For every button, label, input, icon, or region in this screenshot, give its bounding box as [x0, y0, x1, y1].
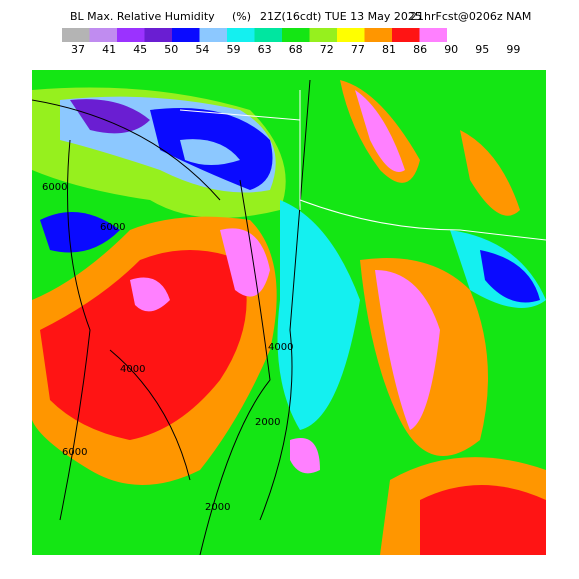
- legend-swatch: [144, 28, 172, 42]
- legend-swatch: [254, 28, 282, 42]
- legend-swatch: [419, 28, 447, 42]
- legend-swatch: [364, 28, 392, 42]
- legend-label: 99: [506, 43, 520, 56]
- contour-label: 6000: [42, 182, 67, 193]
- map: 6000 6000 4000 4000 2000 2000 6000: [32, 70, 546, 555]
- legend-label: 41: [102, 43, 116, 56]
- valid-time: 21Z(16cdt) TUE 13 May 2025: [260, 10, 422, 23]
- legend-label: 95: [475, 43, 489, 56]
- legend-label: 59: [227, 43, 241, 56]
- forecast: 21hrFcst@0206z NAM: [410, 10, 531, 23]
- legend-swatch: [309, 28, 337, 42]
- legend-label: 37: [71, 43, 85, 56]
- legend-swatch: [337, 28, 365, 42]
- contour-label: 4000: [268, 342, 293, 353]
- contour-label: 2000: [255, 417, 280, 428]
- legend-label: 72: [320, 43, 334, 56]
- units: (%): [232, 10, 251, 23]
- legend-label: 86: [413, 43, 427, 56]
- legend-label: 45: [133, 43, 147, 56]
- legend-swatch: [117, 28, 145, 42]
- contour-label: 2000: [205, 502, 230, 513]
- legend-swatch: [172, 28, 200, 42]
- legend-label: 68: [289, 43, 303, 56]
- legend-swatch: [227, 28, 255, 42]
- legend-label: 90: [444, 43, 458, 56]
- legend-swatch: [392, 28, 420, 42]
- legend-swatch: [89, 28, 117, 42]
- legend-label: 63: [258, 43, 272, 56]
- legend-label: 77: [351, 43, 365, 56]
- contour-label: 4000: [120, 364, 145, 375]
- legend-swatch: [282, 28, 310, 42]
- legend-label: 50: [164, 43, 178, 56]
- contour-label: 6000: [62, 447, 87, 458]
- legend-label: 54: [195, 43, 209, 56]
- contour-label: 6000: [100, 222, 125, 233]
- title: BL Max. Relative Humidity: [70, 10, 215, 23]
- legend-swatch: [62, 28, 90, 42]
- legend: 37 41 45 50 54 59 63 68 72 77 81 86 90 95 99: [62, 28, 520, 56]
- legend-label: 81: [382, 43, 396, 56]
- legend-swatch: [199, 28, 227, 42]
